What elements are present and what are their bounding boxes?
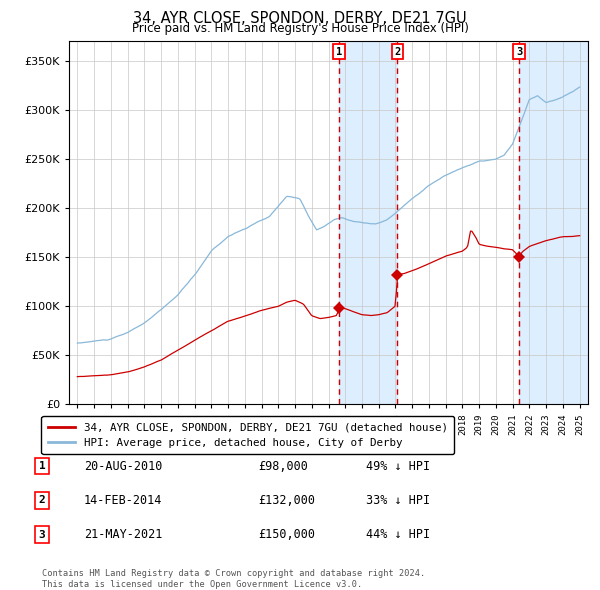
Text: £150,000: £150,000 [258,528,315,541]
Text: 20-AUG-2010: 20-AUG-2010 [84,460,163,473]
Text: Price paid vs. HM Land Registry's House Price Index (HPI): Price paid vs. HM Land Registry's House … [131,22,469,35]
Text: Contains HM Land Registry data © Crown copyright and database right 2024.: Contains HM Land Registry data © Crown c… [42,569,425,578]
Text: This data is licensed under the Open Government Licence v3.0.: This data is licensed under the Open Gov… [42,579,362,589]
Text: 14-FEB-2014: 14-FEB-2014 [84,494,163,507]
Text: 49% ↓ HPI: 49% ↓ HPI [366,460,430,473]
Text: 3: 3 [516,47,522,57]
Bar [339,41,397,404]
Text: 33% ↓ HPI: 33% ↓ HPI [366,494,430,507]
Text: 21-MAY-2021: 21-MAY-2021 [84,528,163,541]
Text: £98,000: £98,000 [258,460,308,473]
Legend: 34, AYR CLOSE, SPONDON, DERBY, DE21 7GU (detached house), HPI: Average price, de: 34, AYR CLOSE, SPONDON, DERBY, DE21 7GU … [41,416,454,454]
Text: 2: 2 [38,496,46,505]
Text: 2: 2 [394,47,401,57]
Text: 3: 3 [38,530,46,539]
Bar [519,41,588,404]
Text: 34, AYR CLOSE, SPONDON, DERBY, DE21 7GU: 34, AYR CLOSE, SPONDON, DERBY, DE21 7GU [133,11,467,25]
Text: 1: 1 [336,47,342,57]
Text: £132,000: £132,000 [258,494,315,507]
Text: 1: 1 [38,461,46,471]
Text: 44% ↓ HPI: 44% ↓ HPI [366,528,430,541]
